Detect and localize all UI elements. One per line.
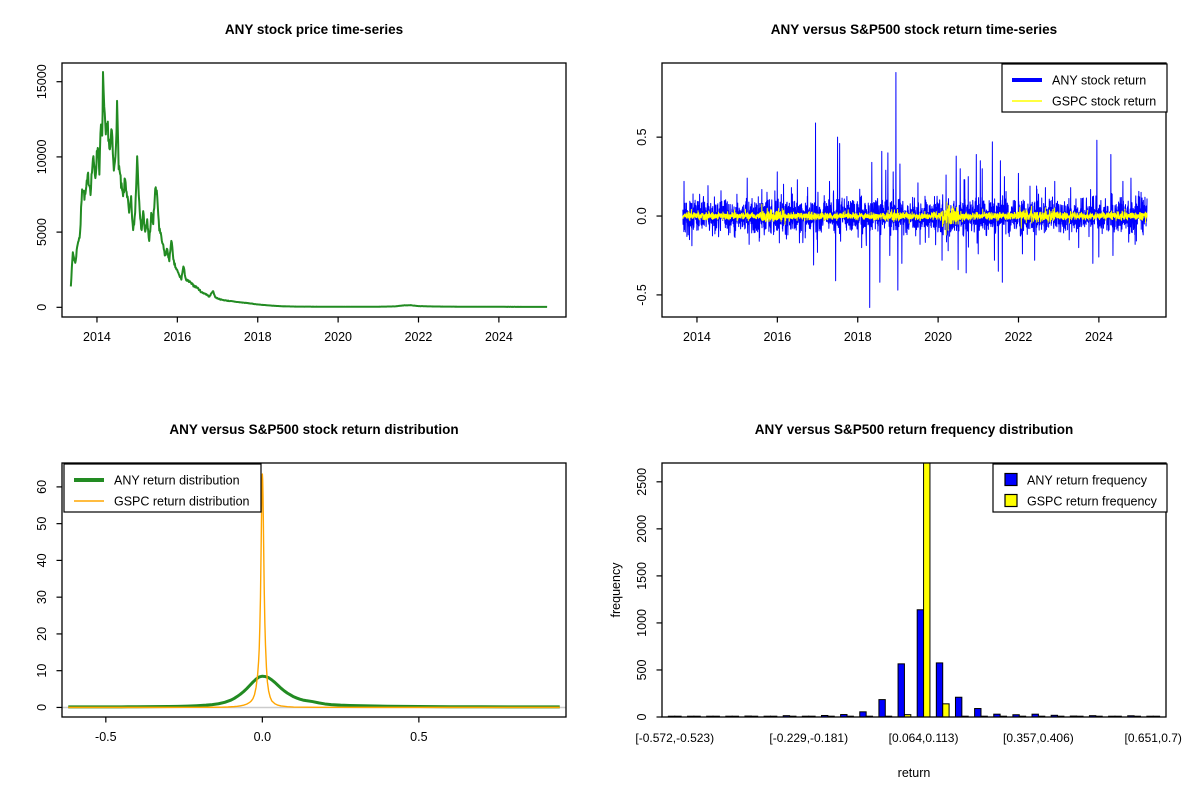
x-tick-label: 2022: [405, 330, 433, 344]
any-frequency-bars: [897, 663, 905, 718]
x-tick-label: 2014: [683, 330, 711, 344]
bin-label: [0.651,0.7): [1125, 731, 1182, 745]
x-tick-label: 0.5: [410, 730, 427, 744]
y-tick-label: -0.5: [635, 284, 649, 306]
gspc-frequency-bars: [923, 462, 931, 718]
x-tick-label: 2022: [1005, 330, 1033, 344]
x-tick-label: 2024: [1085, 330, 1113, 344]
y-tick-label: 0.5: [635, 128, 649, 145]
legend-label: ANY stock return: [1052, 74, 1146, 88]
y-tick-label: 500: [635, 659, 649, 680]
x-tick-label: 0.0: [254, 730, 271, 744]
x-tick-label: 2024: [485, 330, 513, 344]
chart-title: ANY versus S&P500 stock return distribut…: [169, 422, 458, 437]
legend-label: GSPC return frequency: [1027, 495, 1158, 509]
any-density-curve: [68, 674, 560, 709]
x-tick-label: -0.5: [95, 730, 117, 744]
chart-title: ANY versus S&P500 return frequency distr…: [755, 422, 1074, 437]
y-tick-label: 0.0: [635, 207, 649, 224]
legend-key-swatch: [1004, 493, 1018, 508]
panel-return-series: -0.5 0.0 0.5 2014 2016 2018 2020 2022 2024 ANY ve…: [600, 0, 1200, 400]
y-tick-label: 10000: [35, 139, 49, 174]
bin-label: [0.357,0.406): [1003, 731, 1074, 745]
x-axis-label: return: [898, 766, 931, 780]
x-tick-label: 2020: [324, 330, 352, 344]
y-tick-label: 5000: [35, 218, 49, 246]
plot-box: [61, 62, 567, 318]
plot-box: [661, 462, 1167, 718]
any-frequency-bars: [935, 662, 944, 718]
any-frequency-bars: [878, 699, 886, 718]
legend-label: GSPC return distribution: [114, 495, 250, 509]
y-tick-label: 40: [35, 553, 49, 567]
y-tick-label: 20: [35, 627, 49, 641]
x-tick-label: 2018: [244, 330, 272, 344]
chart-return-series: -0.5 0.0 0.5 2014 2016 2018 2020 2022 2024 ANY ve…: [635, 22, 1168, 344]
x-tick-label: 2016: [163, 330, 191, 344]
x-tick-label: 2016: [763, 330, 791, 344]
gspc-return-line: [682, 201, 1148, 236]
y-tick-label: 60: [35, 480, 49, 494]
plot-box: [661, 62, 1167, 318]
legend-label: ANY return distribution: [114, 474, 240, 488]
panel-return-frequency: 0 500 1000 1500 2000 2500 ANY versus S&P500 re…: [600, 400, 1200, 800]
plot-box: [61, 462, 567, 718]
chart-price-series: 0 5000 10000 15000 2014 2016 2018 2020 2022 2024 A…: [35, 22, 567, 344]
y-tick-label: 0: [35, 304, 49, 311]
x-tick-label: 2018: [844, 330, 872, 344]
y-tick-label: 30: [35, 590, 49, 604]
bin-label: [0.064,0.113): [889, 731, 959, 745]
y-tick-label: 0: [35, 704, 49, 711]
legend-box: [1001, 63, 1168, 113]
gspc-frequency-bars: [942, 703, 950, 718]
y-tick-label: 15000: [35, 64, 49, 99]
legend-box: [992, 463, 1168, 513]
chart-title: ANY versus S&P500 stock return time-seri…: [771, 22, 1057, 37]
gspc-density-curve: [68, 473, 560, 709]
y-tick-label: 2000: [635, 515, 649, 543]
chart-return-distribution: 0 10 20 30 40 50 60 -0.5 0.0 0.5 ANY versus S&P500…: [35, 422, 567, 744]
y-tick-label: 1500: [635, 562, 649, 590]
y-tick-label: 0: [635, 713, 649, 720]
panel-price-series: 0 5000 10000 15000 2014 2016 2018 2020 2022 2024 A…: [0, 0, 600, 400]
legend-box: [63, 463, 262, 513]
bin-label: [-0.229,-0.181): [769, 731, 848, 745]
panel-return-distribution: 0 10 20 30 40 50 60 -0.5 0.0 0.5 ANY versus S&P500…: [0, 400, 600, 800]
y-tick-label: 1000: [635, 609, 649, 637]
x-tick-label: 2014: [83, 330, 111, 344]
any-frequency-bars: [954, 696, 963, 718]
y-axis-label: frequency: [609, 562, 623, 618]
legend-label: GSPC stock return: [1052, 95, 1156, 109]
legend-key-swatch: [1004, 472, 1018, 487]
legend-label: ANY return frequency: [1027, 474, 1148, 488]
any-price-line: [69, 71, 548, 308]
x-tick-label: 2020: [924, 330, 952, 344]
y-tick-label: 10: [35, 664, 49, 678]
y-tick-label: 2500: [635, 468, 649, 496]
any-frequency-bars: [974, 708, 982, 718]
y-tick-label: 50: [35, 517, 49, 531]
any-frequency-bars: [916, 609, 925, 718]
chart-return-frequency: 0 500 1000 1500 2000 2500 ANY versus S&P500 re…: [609, 422, 1182, 780]
any-frequency-bars: [859, 711, 867, 718]
chart-title: ANY stock price time-series: [225, 22, 403, 37]
bin-label: [-0.572,-0.523): [635, 731, 714, 745]
